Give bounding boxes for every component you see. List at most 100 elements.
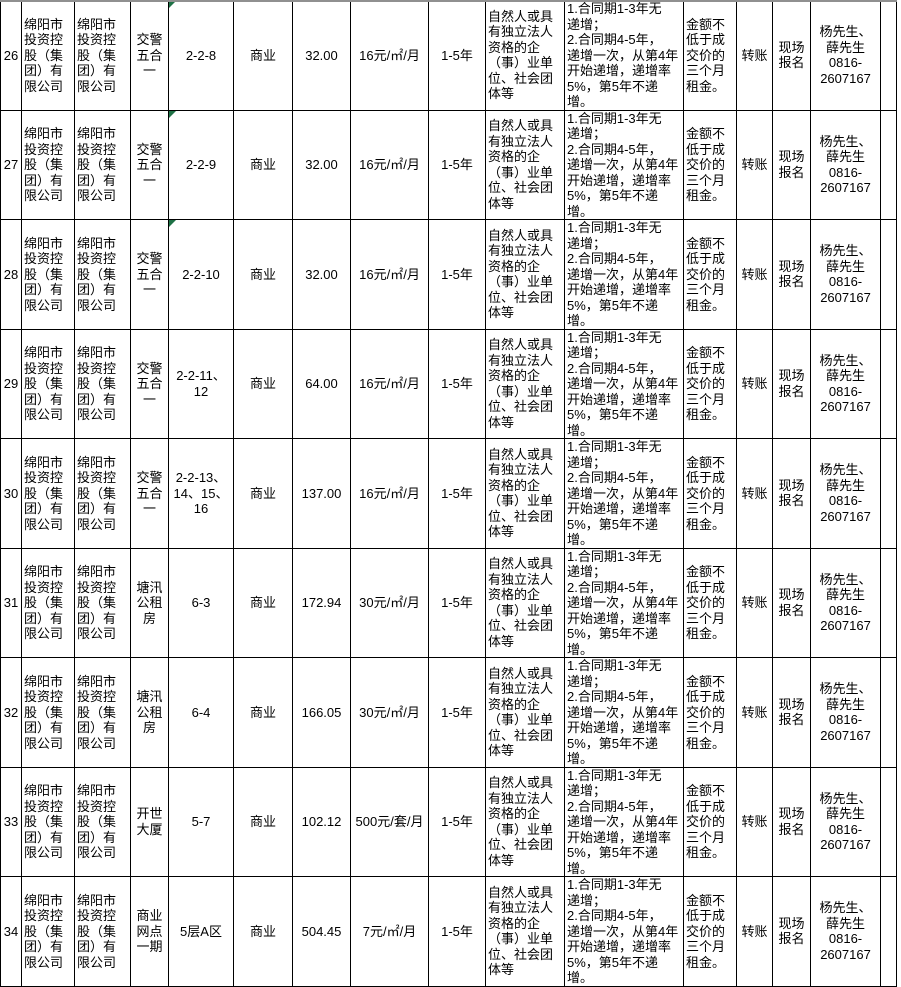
cell-managing-company[interactable]: 绵阳市 投资控 股（集 团）有 限公司 xyxy=(74,876,131,987)
cell-owner-company[interactable]: 绵阳市 投资控 股（集 团）有 限公司 xyxy=(21,328,75,439)
cell-unit-number[interactable]: 2-2-8 xyxy=(168,0,234,111)
cell-unit-number[interactable]: 2-2-13、 14、15、 16 xyxy=(168,438,234,549)
cell-contact-info[interactable]: 杨先生、 薛先生 0816- 2607167 xyxy=(810,0,881,111)
cell-rent-increase-terms[interactable]: 1.合同期1-3年无 递增； 2.合同期4-5年， 递增一次，从第4年 开始递增… xyxy=(564,109,684,220)
cell-lease-term[interactable]: 1-5年 xyxy=(428,438,486,549)
cell-row-number[interactable]: 31 xyxy=(0,547,22,658)
cell-use-type[interactable]: 商业 xyxy=(233,657,293,768)
cell-registration-method[interactable]: 现场 报名 xyxy=(772,438,811,549)
cell-managing-company[interactable]: 绵阳市 投资控 股（集 团）有 限公司 xyxy=(74,547,131,658)
cell-rent-price[interactable]: 16元/㎡/月 xyxy=(350,328,429,439)
cell-property-name[interactable]: 交警 五合 一 xyxy=(130,438,169,549)
cell-area[interactable]: 32.00 xyxy=(292,0,351,111)
cell-lease-term[interactable]: 1-5年 xyxy=(428,328,486,439)
cell-lease-term[interactable]: 1-5年 xyxy=(428,109,486,220)
cell-deposit-requirement[interactable]: 金额不 低于成 交价的 三个月 租金。 xyxy=(683,219,737,330)
cell-rent-price[interactable]: 7元/㎡/月 xyxy=(350,876,429,987)
cell-lease-term[interactable]: 1-5年 xyxy=(428,766,486,877)
cell-managing-company[interactable]: 绵阳市 投资控 股（集 团）有 限公司 xyxy=(74,657,131,768)
cell-property-name[interactable]: 塘汛 公租 房 xyxy=(130,547,169,658)
cell-managing-company[interactable]: 绵阳市 投资控 股（集 团）有 限公司 xyxy=(74,328,131,439)
cell-row-number[interactable]: 33 xyxy=(0,766,22,877)
cell-property-name[interactable]: 交警 五合 一 xyxy=(130,328,169,439)
cell-empty-cell[interactable] xyxy=(880,219,897,330)
cell-row-number[interactable]: 30 xyxy=(0,438,22,549)
cell-contact-info[interactable]: 杨先生、 薛先生 0816- 2607167 xyxy=(810,109,881,220)
cell-unit-number[interactable]: 6-3 xyxy=(168,547,234,658)
cell-registration-method[interactable]: 现场 报名 xyxy=(772,0,811,111)
cell-property-name[interactable]: 开世 大厦 xyxy=(130,766,169,877)
cell-rent-price[interactable]: 30元/㎡/月 xyxy=(350,547,429,658)
cell-row-number[interactable]: 32 xyxy=(0,657,22,768)
cell-bidder-eligibility[interactable]: 自然人或具 有独立法人 资格的企 （事）业单 位、社会团 体等 xyxy=(485,438,565,549)
cell-contact-info[interactable]: 杨先生、 薛先生 0816- 2607167 xyxy=(810,328,881,439)
cell-contact-info[interactable]: 杨先生、 薛先生 0816- 2607167 xyxy=(810,547,881,658)
cell-row-number[interactable]: 34 xyxy=(0,876,22,987)
cell-bidder-eligibility[interactable]: 自然人或具 有独立法人 资格的企 （事）业单 位、社会团 体等 xyxy=(485,328,565,439)
cell-unit-number[interactable]: 6-4 xyxy=(168,657,234,768)
cell-owner-company[interactable]: 绵阳市 投资控 股（集 团）有 限公司 xyxy=(21,876,75,987)
cell-rent-price[interactable]: 16元/㎡/月 xyxy=(350,438,429,549)
cell-contact-info[interactable]: 杨先生、 薛先生 0816- 2607167 xyxy=(810,766,881,877)
cell-deposit-requirement[interactable]: 金额不 低于成 交价的 三个月 租金。 xyxy=(683,328,737,439)
cell-rent-price[interactable]: 16元/㎡/月 xyxy=(350,0,429,111)
cell-rent-price[interactable]: 16元/㎡/月 xyxy=(350,109,429,220)
cell-managing-company[interactable]: 绵阳市 投资控 股（集 团）有 限公司 xyxy=(74,219,131,330)
cell-use-type[interactable]: 商业 xyxy=(233,219,293,330)
cell-empty-cell[interactable] xyxy=(880,109,897,220)
cell-contact-info[interactable]: 杨先生、 薛先生 0816- 2607167 xyxy=(810,876,881,987)
cell-lease-term[interactable]: 1-5年 xyxy=(428,547,486,658)
cell-empty-cell[interactable] xyxy=(880,657,897,768)
cell-payment-method[interactable]: 转账 xyxy=(736,547,773,658)
cell-payment-method[interactable]: 转账 xyxy=(736,219,773,330)
cell-empty-cell[interactable] xyxy=(880,328,897,439)
cell-use-type[interactable]: 商业 xyxy=(233,109,293,220)
cell-rent-price[interactable]: 500元/套/月 xyxy=(350,766,429,877)
cell-area[interactable]: 102.12 xyxy=(292,766,351,877)
cell-area[interactable]: 504.45 xyxy=(292,876,351,987)
cell-contact-info[interactable]: 杨先生、 薛先生 0816- 2607167 xyxy=(810,219,881,330)
cell-unit-number[interactable]: 5层A区 xyxy=(168,876,234,987)
cell-owner-company[interactable]: 绵阳市 投资控 股（集 团）有 限公司 xyxy=(21,109,75,220)
cell-deposit-requirement[interactable]: 金额不 低于成 交价的 三个月 租金。 xyxy=(683,547,737,658)
cell-rent-increase-terms[interactable]: 1.合同期1-3年无 递增； 2.合同期4-5年， 递增一次，从第4年 开始递增… xyxy=(564,876,684,987)
cell-area[interactable]: 172.94 xyxy=(292,547,351,658)
cell-rent-increase-terms[interactable]: 1.合同期1-3年无 递增； 2.合同期4-5年， 递增一次，从第4年 开始递增… xyxy=(564,219,684,330)
cell-bidder-eligibility[interactable]: 自然人或具 有独立法人 资格的企 （事）业单 位、社会团 体等 xyxy=(485,0,565,111)
cell-payment-method[interactable]: 转账 xyxy=(736,438,773,549)
cell-rent-increase-terms[interactable]: 1.合同期1-3年无 递增； 2.合同期4-5年， 递增一次，从第4年 开始递增… xyxy=(564,0,684,111)
cell-property-name[interactable]: 塘汛 公租 房 xyxy=(130,657,169,768)
cell-rent-increase-terms[interactable]: 1.合同期1-3年无 递增； 2.合同期4-5年， 递增一次，从第4年 开始递增… xyxy=(564,766,684,877)
cell-row-number[interactable]: 29 xyxy=(0,328,22,439)
cell-lease-term[interactable]: 1-5年 xyxy=(428,657,486,768)
cell-registration-method[interactable]: 现场 报名 xyxy=(772,766,811,877)
cell-empty-cell[interactable] xyxy=(880,876,897,987)
cell-area[interactable]: 32.00 xyxy=(292,219,351,330)
cell-owner-company[interactable]: 绵阳市 投资控 股（集 团）有 限公司 xyxy=(21,438,75,549)
cell-deposit-requirement[interactable]: 金额不 低于成 交价的 三个月 租金。 xyxy=(683,766,737,877)
cell-lease-term[interactable]: 1-5年 xyxy=(428,219,486,330)
cell-bidder-eligibility[interactable]: 自然人或具 有独立法人 资格的企 （事）业单 位、社会团 体等 xyxy=(485,657,565,768)
cell-registration-method[interactable]: 现场 报名 xyxy=(772,657,811,768)
cell-row-number[interactable]: 26 xyxy=(0,0,22,111)
cell-area[interactable]: 32.00 xyxy=(292,109,351,220)
cell-bidder-eligibility[interactable]: 自然人或具 有独立法人 资格的企 （事）业单 位、社会团 体等 xyxy=(485,547,565,658)
cell-payment-method[interactable]: 转账 xyxy=(736,766,773,877)
cell-managing-company[interactable]: 绵阳市 投资控 股（集 团）有 限公司 xyxy=(74,109,131,220)
cell-deposit-requirement[interactable]: 金额不 低于成 交价的 三个月 租金。 xyxy=(683,657,737,768)
cell-area[interactable]: 166.05 xyxy=(292,657,351,768)
cell-managing-company[interactable]: 绵阳市 投资控 股（集 团）有 限公司 xyxy=(74,438,131,549)
cell-empty-cell[interactable] xyxy=(880,0,897,111)
cell-property-name[interactable]: 交警 五合 一 xyxy=(130,0,169,111)
cell-registration-method[interactable]: 现场 报名 xyxy=(772,219,811,330)
cell-contact-info[interactable]: 杨先生、 薛先生 0816- 2607167 xyxy=(810,657,881,768)
cell-registration-method[interactable]: 现场 报名 xyxy=(772,328,811,439)
cell-area[interactable]: 64.00 xyxy=(292,328,351,439)
cell-empty-cell[interactable] xyxy=(880,547,897,658)
cell-deposit-requirement[interactable]: 金额不 低于成 交价的 三个月 租金。 xyxy=(683,0,737,111)
cell-rent-increase-terms[interactable]: 1.合同期1-3年无 递增； 2.合同期4-5年， 递增一次，从第4年 开始递增… xyxy=(564,328,684,439)
cell-rent-price[interactable]: 30元/㎡/月 xyxy=(350,657,429,768)
cell-deposit-requirement[interactable]: 金额不 低于成 交价的 三个月 租金。 xyxy=(683,438,737,549)
cell-owner-company[interactable]: 绵阳市 投资控 股（集 团）有 限公司 xyxy=(21,547,75,658)
cell-bidder-eligibility[interactable]: 自然人或具 有独立法人 资格的企 （事）业单 位、社会团 体等 xyxy=(485,219,565,330)
